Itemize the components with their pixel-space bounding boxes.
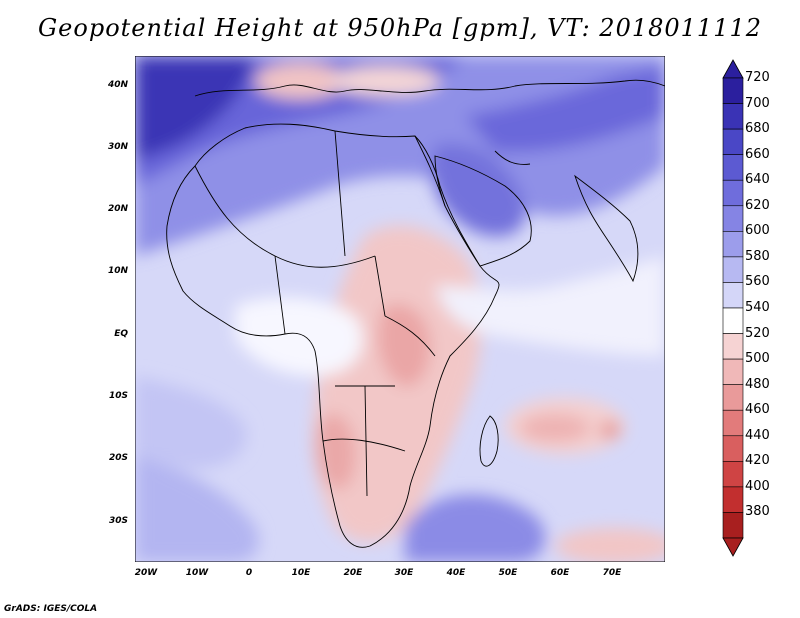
lon-label: 20E [343,568,363,578]
colorbar-swatch [722,333,744,360]
colorbar-label: 480 [745,376,770,392]
colorbar-label: 460 [745,402,770,418]
colorbar-label: 620 [745,197,770,213]
colorbar-label: 540 [745,300,770,315]
colorbar-label: 520 [745,325,770,341]
lon-label: 0 [245,568,253,578]
colorbar-swatch [722,103,744,130]
colorbar-swatch [722,179,744,207]
colorbar-label: 380 [745,504,770,520]
colorbar-swatch [722,358,744,385]
colorbar-swatch [722,461,744,488]
colorbar-swatch [722,128,744,155]
colorbar-top-arrow [722,59,744,79]
colorbar-label: 500 [745,351,770,367]
lat-label: 10S [108,391,128,401]
colorbar-label: 680 [745,121,770,137]
colorbar-swatch [722,282,744,309]
lon-label: 70E [602,568,622,578]
lat-label: 40N [107,80,128,90]
colorbar-swatch [722,307,744,334]
lon-label: 20W [134,568,158,578]
colorbar-swatch [722,384,744,411]
map-title: Geopotential Height at 950hPa [gpm], VT:… [38,14,762,42]
lon-label: 40E [446,568,466,578]
colorbar-swatch [722,512,744,539]
lon-label: 60E [550,568,570,578]
coastlines [166,79,665,548]
colorbar-swatch [722,409,744,437]
lat-label: 10N [107,266,128,276]
colorbar-label: 400 [745,478,770,494]
colorbar-label: 440 [745,427,770,443]
colorbar [722,59,744,557]
colorbar-swatch [722,231,744,258]
lat-label: 20N [107,204,128,214]
map-panel [135,56,665,562]
lat-label: 30N [107,142,128,152]
colorbar-label: 660 [745,146,770,162]
lat-label: EQ [114,329,128,339]
colorbar-label: 420 [745,453,770,469]
colorbar-swatch [722,154,744,181]
credit-text: GrADS: IGES/COLA [4,604,98,614]
colorbar-label: 560 [745,274,770,290]
lon-label: 10W [185,568,209,578]
colorbar-bottom-arrow [722,537,744,557]
colorbar-swatch [722,77,744,104]
colorbar-swatch [722,256,744,283]
lon-label: 10E [291,568,311,578]
colorbar-label: 600 [745,223,770,239]
colorbar-label: 700 [745,95,770,111]
lat-label: 30S [108,516,128,526]
colorbar-label: 640 [745,172,770,188]
map-canvas [135,56,665,562]
colorbar-label: 580 [745,248,770,264]
lat-label: 20S [108,453,128,463]
colorbar-label: 720 [745,70,770,85]
colorbar-swatch [722,435,744,462]
colorbar-swatch [722,486,744,513]
lon-label: 50E [498,568,518,578]
colorbar-swatch [722,205,744,232]
lon-label: 30E [394,568,414,578]
